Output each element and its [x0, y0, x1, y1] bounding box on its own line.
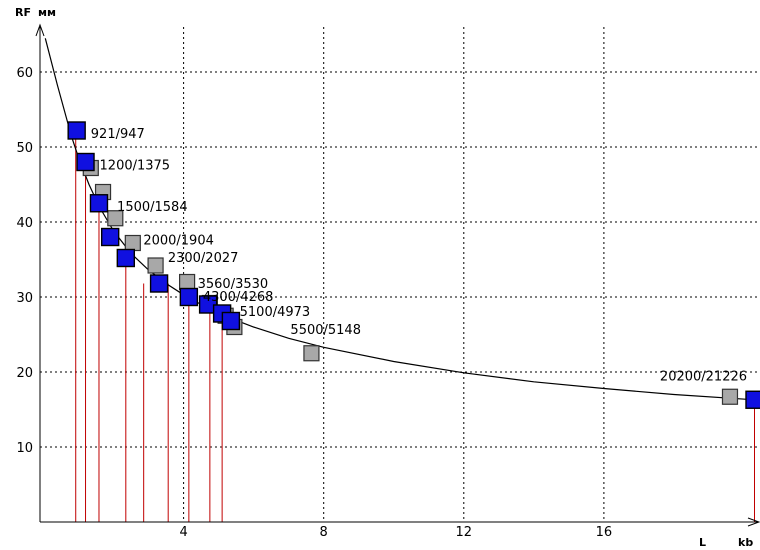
data-label-4: 2300/2027 — [168, 251, 239, 266]
measured-point-2 — [89, 194, 109, 213]
measured-point-9 — [221, 311, 241, 331]
axes — [35, 23, 760, 527]
data-label-0: 921/947 — [91, 127, 145, 142]
curve-layer — [44, 38, 755, 401]
data-label-1: 1200/1375 — [100, 159, 171, 174]
data-label-3: 2000/1904 — [143, 234, 214, 249]
reference-point-10 — [303, 345, 320, 362]
fitted-curve — [44, 38, 755, 401]
measured-point-3 — [100, 227, 120, 247]
measured-point-4 — [116, 248, 136, 268]
reference-point-11 — [721, 388, 739, 405]
tick-labels: 10 20 30 40 50 60 4 8 12 16 — [16, 66, 612, 540]
data-labels: 921/947 1200/1375 1500/1584 2000/1904 2300/2… — [91, 127, 747, 384]
measured-point-10 — [745, 390, 760, 409]
y-axis-unit: мм — [38, 6, 56, 19]
data-label-2: 1500/1584 — [117, 200, 188, 215]
measured-point-0 — [67, 121, 86, 140]
x-axis-label: L — [699, 536, 706, 549]
reference-point-6 — [179, 273, 196, 291]
y-tick-label-3: 40 — [16, 216, 33, 231]
data-label-6: 4300/4268 — [203, 290, 274, 305]
y-axis-label: RF — [15, 6, 31, 19]
reference-point-3 — [107, 210, 124, 227]
y-tick-label-1: 20 — [16, 366, 33, 381]
data-label-7: 5100/4973 — [240, 305, 311, 320]
grid — [40, 27, 758, 522]
x-tick-label-3: 16 — [596, 525, 613, 540]
y-tick-label-4: 50 — [16, 141, 33, 156]
points — [67, 121, 760, 409]
data-label-5: 3560/3530 — [198, 277, 269, 292]
measured-point-1 — [76, 152, 95, 172]
y-axis-arrow — [35, 23, 45, 37]
axis-units: RF мм L kb — [15, 6, 753, 549]
y-tick-label-0: 10 — [16, 441, 33, 456]
data-label-9: 20200/21226 — [660, 369, 747, 384]
drop-lines — [75, 130, 755, 522]
x-axis-unit: kb — [738, 536, 753, 549]
reference-point-5 — [147, 257, 164, 274]
x-axis-arrow — [747, 517, 760, 527]
data-label-8: 5500/5148 — [290, 323, 361, 338]
x-tick-label-0: 4 — [179, 525, 187, 540]
measured-point-6 — [179, 287, 199, 307]
measured-point-5 — [149, 274, 169, 293]
y-tick-label-5: 60 — [16, 66, 33, 81]
reference-point-4 — [124, 234, 141, 252]
x-tick-label-2: 12 — [456, 525, 473, 540]
y-tick-label-2: 30 — [16, 291, 33, 306]
x-tick-label-1: 8 — [320, 525, 328, 540]
